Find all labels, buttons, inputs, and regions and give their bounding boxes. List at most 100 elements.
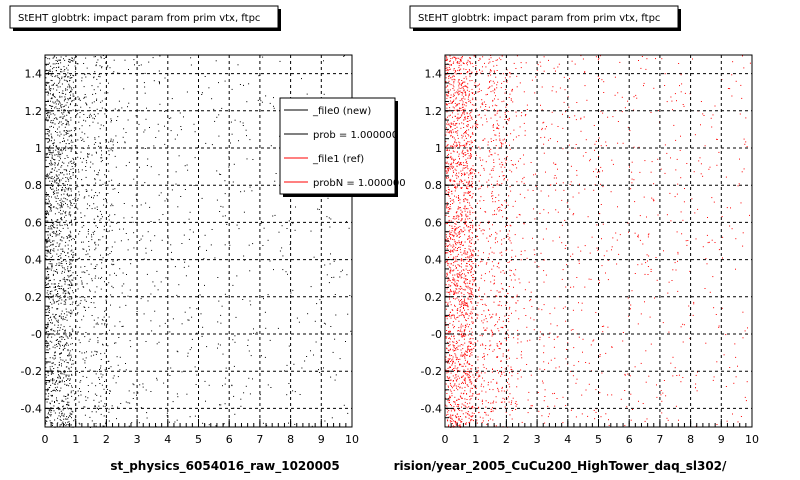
right-scatter-point [474, 346, 476, 347]
left-scatter-point [64, 348, 66, 349]
left-scatter-point [63, 100, 65, 102]
right-scatter-point [460, 355, 462, 357]
right-scatter-point [495, 134, 497, 136]
left-scatter-point [54, 107, 56, 109]
right-scatter-point [469, 191, 471, 193]
left-scatter-point [71, 285, 72, 286]
left-scatter-point [51, 341, 53, 343]
right-scatter-point [460, 116, 461, 118]
left-scatter-point [63, 58, 64, 60]
right-scatter-point [464, 179, 466, 181]
left-scatter-point [47, 266, 49, 268]
left-scatter-point [188, 238, 190, 240]
right-scatter-point [577, 246, 579, 248]
left-scatter-point [270, 145, 272, 147]
right-scatter-point [499, 209, 501, 211]
right-scatter-point [446, 172, 447, 174]
right-scatter-point [646, 58, 648, 60]
left-scatter-point [246, 158, 248, 160]
right-scatter-point [672, 109, 673, 111]
left-scatter-point [66, 336, 68, 338]
left-scatter-point [47, 294, 49, 296]
right-scatter-point [670, 362, 672, 364]
right-scatter-point [496, 84, 498, 86]
right-scatter-point [465, 118, 467, 120]
left-scatter-point [63, 401, 65, 403]
right-scatter-point [465, 213, 467, 215]
right-scatter-point [446, 275, 448, 277]
right-scatter-point [480, 372, 482, 374]
right-scatter-point [486, 121, 488, 123]
left-scatter-point [71, 417, 72, 419]
left-scatter-point [69, 335, 71, 336]
right-scatter-point [447, 95, 449, 97]
left-scatter-point [66, 89, 68, 91]
left-scatter-point [218, 300, 220, 302]
right-scatter-point [466, 374, 468, 376]
left-scatter-point [67, 362, 69, 364]
right-scatter-point [600, 166, 602, 168]
right-scatter-point [491, 183, 493, 185]
right-scatter-point [681, 233, 683, 235]
right-scatter-point [452, 62, 454, 64]
right-scatter-point [483, 327, 485, 329]
right-scatter-point [712, 379, 714, 381]
right-scatter-point [710, 117, 712, 119]
left-scatter-point [45, 108, 47, 110]
left-scatter-point [269, 260, 271, 262]
left-scatter-point [47, 308, 48, 310]
left-scatter-point [67, 394, 69, 396]
right-scatter-point [453, 93, 455, 95]
left-scatter-point [110, 121, 112, 123]
left-scatter-point [45, 104, 47, 106]
right-scatter-point [459, 163, 461, 165]
right-scatter-point [456, 267, 457, 269]
left-scatter-point [73, 203, 75, 204]
left-scatter-point [56, 400, 58, 402]
right-scatter-point [459, 162, 461, 164]
left-scatter-point [57, 192, 59, 194]
right-scatter-point [499, 252, 501, 254]
left-scatter-point [52, 178, 54, 180]
left-scatter-point [288, 345, 290, 347]
right-scatter-point [458, 123, 460, 125]
right-scatter-point [464, 386, 466, 388]
right-scatter-point [460, 229, 462, 231]
right-scatter-point [462, 302, 464, 304]
left-scatter-point [224, 293, 226, 295]
left-scatter-point [61, 206, 63, 208]
right-scatter-point [458, 425, 460, 427]
left-scatter-point [55, 179, 57, 181]
right-scatter-point [520, 254, 522, 256]
right-scatter-point [558, 366, 560, 368]
left-scatter-point [191, 347, 192, 349]
left-scatter-point [61, 96, 63, 98]
left-scatter-point [52, 150, 54, 152]
left-scatter-point [45, 85, 47, 86]
left-scatter-point [206, 249, 207, 251]
right-scatter-point [445, 252, 447, 254]
right-scatter-point [499, 116, 501, 118]
left-scatter-point [87, 153, 89, 155]
left-scatter-point [74, 98, 76, 100]
left-scatter-point [58, 66, 59, 68]
left-scatter-point [121, 147, 123, 149]
left-scatter-point [72, 329, 74, 331]
right-scatter-point [498, 262, 500, 264]
right-scatter-point [505, 411, 507, 413]
right-scatter-point [448, 280, 450, 281]
left-scatter-point [60, 317, 62, 319]
right-scatter-point [562, 396, 564, 398]
right-scatter-point [480, 207, 481, 209]
right-scatter-point [453, 75, 455, 77]
left-scatter-point [317, 208, 319, 210]
left-scatter-point [59, 347, 61, 349]
right-scatter-point [504, 119, 506, 120]
right-scatter-point [500, 305, 502, 307]
right-scatter-point [470, 127, 471, 129]
right-scatter-point [496, 383, 498, 384]
left-scatter-point [282, 269, 284, 271]
left-scatter-point [93, 268, 95, 270]
right-scatter-point [519, 214, 521, 216]
left-scatter-point [53, 139, 55, 141]
